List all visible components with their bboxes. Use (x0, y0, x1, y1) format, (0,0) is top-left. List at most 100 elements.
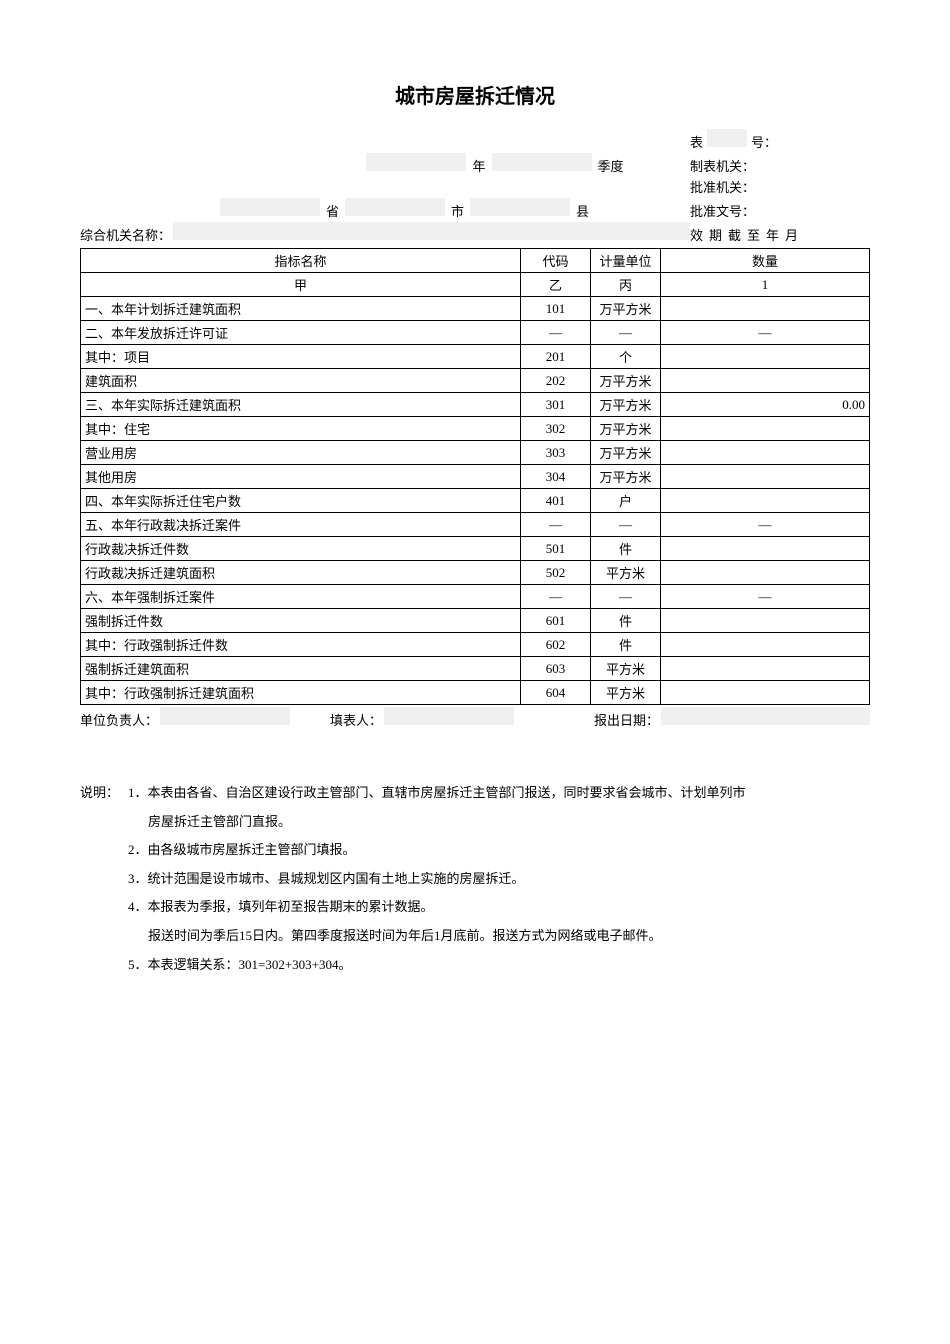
cell-qty[interactable] (661, 345, 870, 369)
cell-indicator: 营业用房 (81, 441, 521, 465)
notes-number: 3． (128, 865, 148, 894)
cell-indicator: 建筑面积 (81, 369, 521, 393)
cell-qty[interactable] (661, 681, 870, 705)
cell-unit: 万平方米 (591, 369, 661, 393)
cell-code: 602 (521, 633, 591, 657)
cell-unit: 个 (591, 345, 661, 369)
cell-indicator: 其中：行政强制拆迁建筑面积 (81, 681, 521, 705)
valid-label: 效期截至年月 (690, 225, 804, 244)
cell-indicator: 其他用房 (81, 465, 521, 489)
county-input[interactable] (470, 198, 570, 216)
table-label: 表 (690, 132, 703, 151)
cell-qty[interactable] (661, 297, 870, 321)
notes-text: 本表逻辑关系：301=302+303+304。 (148, 951, 352, 980)
cell-code: 302 (521, 417, 591, 441)
cell-qty[interactable] (661, 441, 870, 465)
person-in-charge-input[interactable] (160, 707, 290, 725)
cell-qty[interactable] (661, 657, 870, 681)
notes-line: 3．统计范围是设市城市、县城规划区内国有土地上实施的房屋拆迁。 (80, 865, 870, 894)
table-row: 营业用房303万平方米 (81, 441, 870, 465)
cell-qty[interactable] (661, 609, 870, 633)
cell-indicator: 强制拆迁件数 (81, 609, 521, 633)
notes-number: 4． (128, 893, 148, 922)
cell-code: 401 (521, 489, 591, 513)
cell-unit: 平方米 (591, 561, 661, 585)
cell-qty[interactable] (661, 369, 870, 393)
cell-unit: 平方米 (591, 657, 661, 681)
cell-qty[interactable] (661, 561, 870, 585)
cell-indicator: 六、本年强制拆迁案件 (81, 585, 521, 609)
cell-unit: 万平方米 (591, 297, 661, 321)
th-unit: 计量单位 (591, 249, 661, 273)
cell-qty[interactable]: 0.00 (661, 393, 870, 417)
table-row: 行政裁决拆迁建筑面积502平方米 (81, 561, 870, 585)
cell-code: 301 (521, 393, 591, 417)
cell-unit: 万平方米 (591, 393, 661, 417)
city-input[interactable] (345, 198, 445, 216)
header-row-1: 表 号： (80, 129, 870, 151)
th-sub-qty: 1 (661, 273, 870, 297)
notes-text: 统计范围是设市城市、县城规划区内国有土地上实施的房屋拆迁。 (148, 865, 525, 894)
cell-code: 101 (521, 297, 591, 321)
quarter-input[interactable] (492, 153, 592, 171)
cell-indicator: 一、本年计划拆迁建筑面积 (81, 297, 521, 321)
table-body: 一、本年计划拆迁建筑面积101万平方米二、本年发放拆迁许可证———其中：项目20… (81, 297, 870, 705)
cell-unit: 万平方米 (591, 441, 661, 465)
notes-continuation: 房屋拆迁主管部门直报。 (80, 808, 870, 837)
approve-org-label: 批准机关： (690, 177, 755, 196)
cell-qty[interactable] (661, 633, 870, 657)
header-row-3: 批准机关： (80, 177, 870, 196)
cell-unit: — (591, 321, 661, 345)
table-row: 六、本年强制拆迁案件——— (81, 585, 870, 609)
cell-code: 502 (521, 561, 591, 585)
cell-unit: 件 (591, 537, 661, 561)
cell-qty[interactable] (661, 465, 870, 489)
table-row: 其他用房304万平方米 (81, 465, 870, 489)
approve-no-label: 批准文号： (690, 201, 755, 220)
number-suffix: 号： (751, 132, 777, 151)
notes-number: 5． (128, 951, 148, 980)
province-label: 省 (326, 201, 339, 220)
table-row: 行政裁决拆迁件数501件 (81, 537, 870, 561)
province-input[interactable] (220, 198, 320, 216)
cell-code: 601 (521, 609, 591, 633)
notes-prefix: 说明： (80, 779, 128, 808)
report-date-input[interactable] (661, 707, 870, 725)
cell-unit: — (591, 585, 661, 609)
cell-qty[interactable] (661, 417, 870, 441)
table-row: 其中：行政强制拆迁建筑面积604平方米 (81, 681, 870, 705)
cell-indicator: 强制拆迁建筑面积 (81, 657, 521, 681)
cell-qty[interactable] (661, 489, 870, 513)
year-input[interactable] (366, 153, 466, 171)
th-sub-unit: 丙 (591, 273, 661, 297)
cell-unit: 件 (591, 633, 661, 657)
cell-code: 303 (521, 441, 591, 465)
quarter-label: 季度 (598, 156, 624, 175)
notes-line: 4．本报表为季报，填列年初至报告期末的累计数据。 (80, 893, 870, 922)
table-row: 其中：行政强制拆迁件数602件 (81, 633, 870, 657)
notes-number: 2． (128, 836, 148, 865)
cell-indicator: 行政裁决拆迁件数 (81, 537, 521, 561)
cell-code: 603 (521, 657, 591, 681)
header-row-4: 省 市 县 批准文号： (80, 198, 870, 220)
table-header-row: 指标名称 代码 计量单位 数量 (81, 249, 870, 273)
cell-unit: 户 (591, 489, 661, 513)
cell-code: 201 (521, 345, 591, 369)
notes-number: 1． (128, 779, 148, 808)
notes-prefix (80, 951, 128, 980)
org-name-label: 综合机关名称： (80, 225, 171, 244)
cell-unit: — (591, 513, 661, 537)
header-row-2: 年 季度 制表机关： (80, 153, 870, 175)
report-date-label: 报出日期： (594, 710, 659, 729)
table-row: 三、本年实际拆迁建筑面积301万平方米0.00 (81, 393, 870, 417)
table-row: 四、本年实际拆迁住宅户数401户 (81, 489, 870, 513)
cell-qty[interactable] (661, 537, 870, 561)
table-row: 一、本年计划拆迁建筑面积101万平方米 (81, 297, 870, 321)
org-name-input[interactable] (173, 222, 690, 240)
table-number-input[interactable] (707, 129, 747, 147)
th-qty: 数量 (661, 249, 870, 273)
cell-code: — (521, 513, 591, 537)
th-code: 代码 (521, 249, 591, 273)
form-filler-input[interactable] (384, 707, 514, 725)
cell-indicator: 四、本年实际拆迁住宅户数 (81, 489, 521, 513)
